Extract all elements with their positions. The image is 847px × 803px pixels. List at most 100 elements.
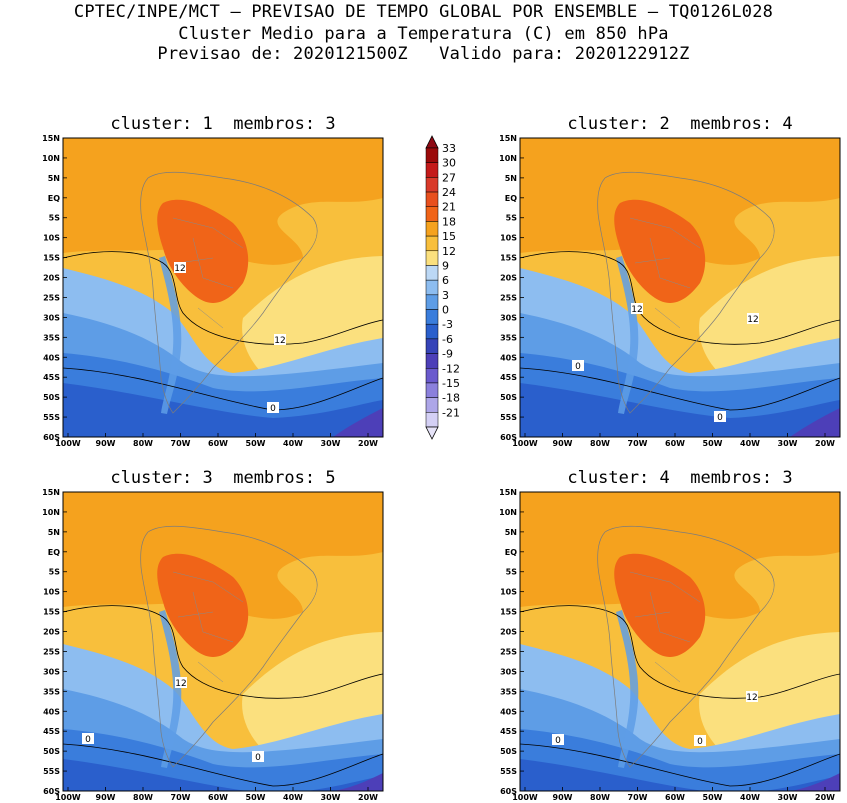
map-frame xyxy=(519,491,841,792)
colorbar-swatch xyxy=(425,397,439,413)
colorbar-swatch xyxy=(425,279,439,296)
contour-label: 0 xyxy=(694,735,706,747)
colorbar-label: 30 xyxy=(442,157,456,170)
lon-tick-label: 40W xyxy=(740,793,760,802)
lat-tick-label: EQ xyxy=(505,548,517,557)
contour-label-text: 0 xyxy=(555,736,561,746)
contour-label: 12 xyxy=(631,303,643,315)
colorbar-label: -3 xyxy=(442,318,453,331)
contour-label-text: 0 xyxy=(255,753,261,763)
lat-tick-label: 40S xyxy=(500,707,517,716)
colorbar-label: 9 xyxy=(442,259,449,272)
lon-tick-label: 20W xyxy=(815,793,835,802)
colorbar-swatch xyxy=(425,147,439,163)
lat-tick-label: 5N xyxy=(48,174,60,183)
lon-tick-label: 70W xyxy=(628,439,648,448)
lat-tick-label: 30S xyxy=(500,667,517,676)
contour-label-text: 0 xyxy=(575,362,581,372)
lon-tick-label: 80W xyxy=(590,439,610,448)
panel-4-title: cluster: 4 membros: 3 xyxy=(567,468,793,488)
lat-tick-label: 15S xyxy=(500,608,517,617)
lat-tick-label: 5N xyxy=(505,528,517,537)
map-panel-2: 12 12 0 0 15N 10N 5N EQ 5S 10S 15S 20S 25S 30S 35S 40S 4… xyxy=(499,134,841,448)
lat-tick-label: 60S xyxy=(500,787,517,796)
lat-tick-label: 10N xyxy=(42,508,60,517)
colorbar-label: 24 xyxy=(442,186,456,199)
lat-tick-label: 55S xyxy=(43,767,60,776)
lon-tick-label: 70W xyxy=(628,793,648,802)
colorbar-swatch xyxy=(425,221,439,237)
lat-tick-label: 55S xyxy=(500,767,517,776)
contour-label-text: 0 xyxy=(717,413,723,423)
lat-tick-label: 15N xyxy=(42,488,60,497)
header-line-3: Previsao de: 2020121500Z Valido para: 20… xyxy=(157,44,690,64)
lat-tick-label: 40S xyxy=(43,707,60,716)
colorbar-swatch xyxy=(425,177,439,193)
lon-tick-label: 70W xyxy=(171,439,191,448)
lat-tick-label: 20S xyxy=(500,628,517,637)
contour-label: 12 xyxy=(274,334,286,346)
lat-tick-label: 30S xyxy=(500,313,517,322)
lon-tick-label: 80W xyxy=(133,439,153,448)
contour-label: 0 xyxy=(714,411,726,423)
lon-tick-label: 100W xyxy=(512,793,538,802)
contour-label: 12 xyxy=(746,691,758,703)
lon-tick-label: 50W xyxy=(703,439,723,448)
colorbar-swatch xyxy=(425,368,439,384)
lon-tick-label: 100W xyxy=(55,439,81,448)
lat-tick-label: EQ xyxy=(48,548,60,557)
colorbar-bottom-arrow xyxy=(425,426,439,440)
header-line-2: Cluster Medio para a Temperatura (C) em … xyxy=(178,24,669,44)
lat-tick-label: 15N xyxy=(499,488,517,497)
lat-tick-label: 50S xyxy=(500,393,517,402)
lat-tick-label: 45S xyxy=(500,727,517,736)
colorbar-swatch xyxy=(425,250,439,266)
colorbar-label: 18 xyxy=(442,215,456,228)
colorbar-label: -6 xyxy=(442,333,453,346)
colorbar-label: 33 xyxy=(442,142,456,155)
lon-tick-label: 50W xyxy=(703,793,723,802)
lon-tick-label: 40W xyxy=(283,439,303,448)
lon-tick-label: 60W xyxy=(665,793,685,802)
lat-tick-label: 50S xyxy=(43,393,60,402)
colorbar-swatch xyxy=(425,412,439,428)
lat-tick-label: 20S xyxy=(500,274,517,283)
lon-tick-label: 90W xyxy=(553,439,573,448)
contour-label-text: 0 xyxy=(270,404,276,414)
colorbar-label: 12 xyxy=(442,245,456,258)
lat-tick-label: 40S xyxy=(43,353,60,362)
lon-tick-label: 60W xyxy=(665,439,685,448)
lon-tick-label: 30W xyxy=(321,439,341,448)
lat-tick-label: 45S xyxy=(43,373,60,382)
lon-tick-label: 100W xyxy=(512,439,538,448)
lon-tick-label: 40W xyxy=(283,793,303,802)
colorbar-label: -9 xyxy=(442,348,453,361)
lon-tick-label: 70W xyxy=(171,793,191,802)
colorbar-label: 21 xyxy=(442,201,456,214)
lat-tick-label: 5S xyxy=(49,214,61,223)
lat-tick-label: EQ xyxy=(48,194,60,203)
colorbar-label: -21 xyxy=(442,406,460,419)
lat-tick-label: 5S xyxy=(506,214,518,223)
colorbar-swatch xyxy=(425,382,439,398)
colorbar-swatch xyxy=(425,338,439,354)
lon-tick-label: 90W xyxy=(96,439,116,448)
lat-tick-label: 5S xyxy=(49,568,61,577)
colorbar-swatch xyxy=(425,162,439,178)
contour-label-text: 0 xyxy=(697,737,703,747)
lon-tick-label: 20W xyxy=(358,439,378,448)
lon-tick-label: 20W xyxy=(815,439,835,448)
colorbar-label: -12 xyxy=(442,362,460,375)
colorbar-label: -18 xyxy=(442,392,460,405)
contour-label: 12 xyxy=(747,313,759,325)
lon-tick-label: 20W xyxy=(358,793,378,802)
lat-tick-label: 10N xyxy=(499,154,517,163)
colorbar-swatch xyxy=(425,265,439,281)
colorbar-label: 27 xyxy=(442,171,456,184)
header-line-1: CPTEC/INPE/MCT — PREVISAO DE TEMPO GLOBA… xyxy=(73,2,774,22)
colorbar-label: 6 xyxy=(442,274,449,287)
lat-tick-label: 5N xyxy=(48,528,60,537)
lat-tick-label: 10N xyxy=(42,154,60,163)
lat-tick-label: 40S xyxy=(500,353,517,362)
